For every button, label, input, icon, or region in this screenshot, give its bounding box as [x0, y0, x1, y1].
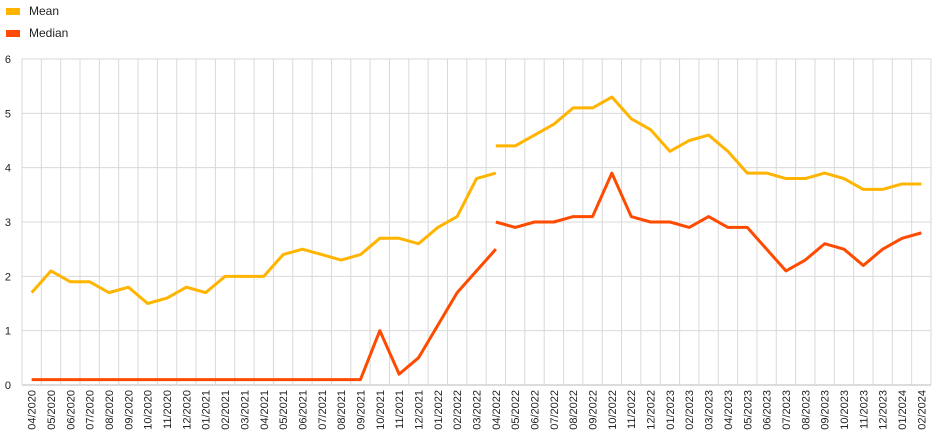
x-tick-label: 02/2022: [452, 390, 464, 430]
x-tick-label: 01/2021: [201, 390, 213, 430]
x-tick-label: 08/2023: [800, 390, 812, 430]
x-tick-label: 02/2023: [684, 390, 696, 430]
series-line-mean-segment-1: [30, 171, 497, 305]
x-tick-label: 10/2020: [143, 390, 155, 430]
x-tick-label: 11/2023: [858, 390, 870, 429]
x-tick-label: 05/2023: [742, 390, 754, 430]
x-tick-label: 02/2024: [916, 390, 928, 430]
x-tick-label: 06/2022: [530, 390, 542, 430]
x-tick-label: 10/2021: [375, 390, 387, 430]
x-tick-label: 04/2021: [259, 390, 271, 430]
x-tick-label: 02/2021: [220, 390, 232, 430]
x-tick-label: 04/2023: [723, 390, 735, 430]
x-tick-label: 01/2023: [665, 390, 677, 430]
legend-label-mean: Mean: [29, 4, 60, 18]
x-tick-label: 06/2020: [65, 390, 77, 430]
x-tick-label: 06/2021: [297, 390, 309, 430]
y-tick-label: 3: [5, 217, 11, 229]
x-tick-label: 08/2021: [336, 390, 348, 430]
series-line-median-segment-1: [31, 248, 497, 382]
x-tick-label: 11/2021: [394, 390, 406, 429]
x-tick-label: 09/2021: [355, 390, 367, 430]
series-line-median-segment-2: [495, 171, 922, 273]
x-tick-label: 05/2021: [278, 390, 290, 430]
x-tick-label: 11/2022: [626, 390, 638, 429]
x-tick-label: 11/2020: [162, 390, 174, 429]
y-tick-label: 2: [5, 271, 11, 283]
x-tick-label: 05/2022: [510, 390, 522, 430]
x-tick-label: 07/2020: [85, 390, 97, 430]
x-tick-label: 07/2022: [549, 390, 561, 430]
x-tick-label: 12/2022: [646, 390, 658, 430]
x-tick-label: 07/2023: [781, 390, 793, 430]
x-tick-label: 03/2022: [472, 390, 484, 430]
y-tick-label: 4: [5, 163, 11, 175]
x-tick-label: 01/2022: [433, 390, 445, 430]
x-tick-label: 08/2022: [568, 390, 580, 430]
x-tick-label: 05/2020: [46, 390, 58, 430]
series-line-mean-segment-2: [495, 95, 922, 191]
x-tick-label: 12/2020: [181, 390, 193, 430]
x-tick-label: 06/2023: [762, 390, 774, 430]
legend-swatch-mean: [6, 7, 20, 15]
x-tick-label: 09/2022: [588, 390, 600, 430]
legend-item-median: Median: [6, 22, 68, 44]
x-tick-label: 09/2023: [820, 390, 832, 430]
x-tick-label: 12/2023: [878, 390, 890, 430]
legend-item-mean: Mean: [6, 0, 68, 22]
legend-swatch-median: [6, 29, 20, 37]
y-tick-label: 0: [5, 380, 11, 392]
x-tick-label: 10/2023: [839, 390, 851, 430]
x-tick-label: 08/2020: [104, 390, 116, 430]
x-tick-label: 03/2023: [704, 390, 716, 430]
x-tick-label: 03/2021: [239, 390, 251, 430]
x-tick-label: 09/2020: [123, 390, 135, 430]
x-tick-label: 07/2021: [317, 390, 329, 430]
y-tick-label: 1: [5, 326, 11, 338]
x-tick-label: 04/2020: [27, 390, 39, 430]
x-tick-label: 10/2022: [607, 390, 619, 430]
x-tick-label: 04/2022: [491, 390, 503, 430]
legend-label-median: Median: [29, 26, 69, 40]
x-tick-label: 01/2024: [897, 390, 909, 430]
legend: Mean Median: [6, 0, 68, 44]
x-tick-label: 12/2021: [413, 390, 425, 430]
y-tick-label: 5: [5, 108, 11, 120]
y-tick-label: 6: [5, 54, 11, 66]
